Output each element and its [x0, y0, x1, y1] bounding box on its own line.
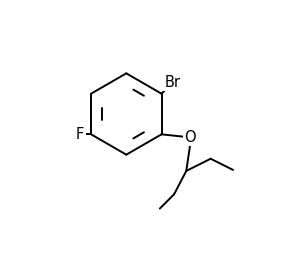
Text: O: O — [184, 130, 196, 145]
Text: F: F — [76, 127, 84, 142]
Text: Br: Br — [165, 75, 181, 90]
